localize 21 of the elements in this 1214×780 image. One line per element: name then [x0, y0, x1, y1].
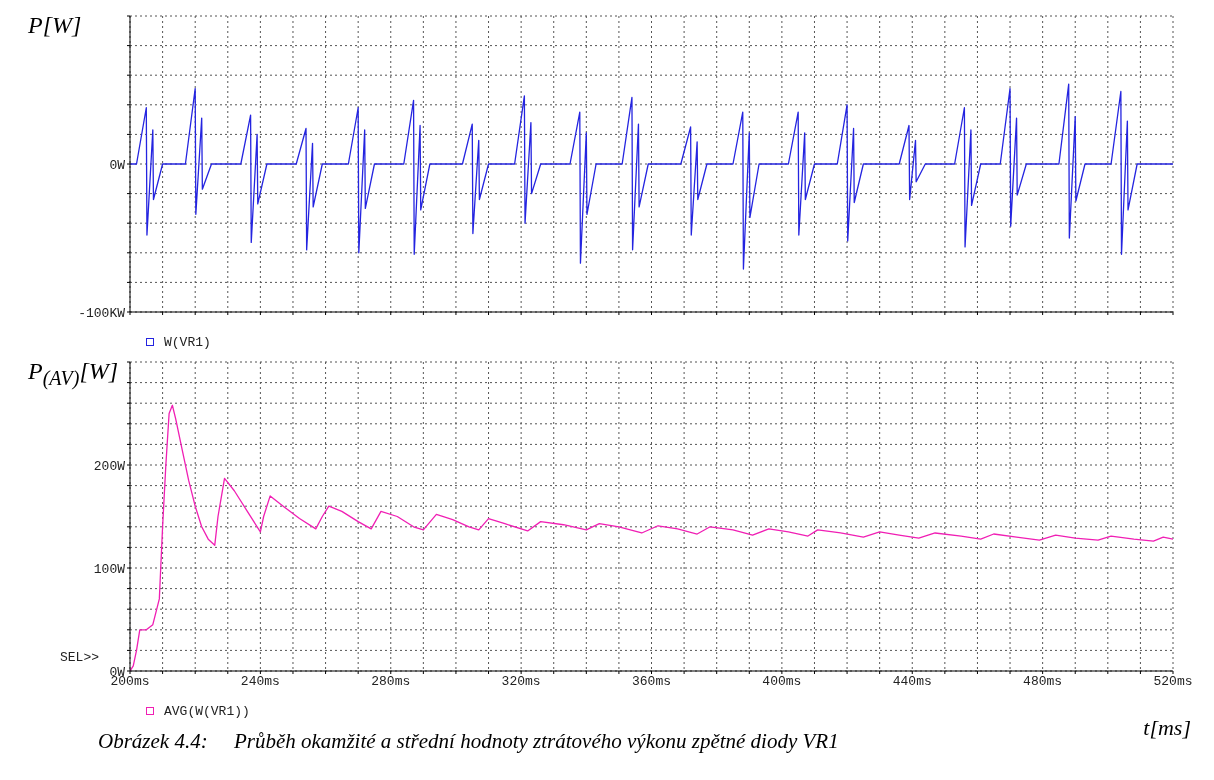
legend-label: W(VR1) [164, 334, 211, 350]
y-tick-label: 200W [93, 458, 126, 474]
x-tick-label: 360ms [631, 674, 672, 690]
x-axis-title: t[ms] [1143, 715, 1191, 741]
x-tick-label: 200ms [110, 674, 150, 690]
text: Obrázek 4.4: Průběh okamžité a střední hodnoty ztrátového výkonu zpětné diody VR1 [98, 729, 839, 754]
x-tick-label: 240ms [240, 674, 280, 690]
x-tick-label: 520ms [1153, 674, 1193, 690]
y-tick-label: 0W [109, 157, 126, 173]
text: SEL>> [60, 650, 100, 665]
legend-label: AVG(W(VR1)) [164, 703, 250, 719]
x-tick-label: 400ms [762, 674, 802, 690]
x-tick-label: 440ms [892, 674, 932, 690]
y-tick-label: -100KW [78, 305, 126, 321]
x-tick-label: 280ms [371, 674, 411, 690]
y-tick-label: 100W [93, 561, 126, 577]
x-tick-label: 320ms [501, 674, 541, 690]
y-axis-title: P$_{(AV)}$[W] [28, 358, 119, 390]
y-axis-title: P[W] [28, 12, 82, 39]
x-tick-label: 480ms [1023, 674, 1063, 690]
line-series [130, 83, 1173, 270]
